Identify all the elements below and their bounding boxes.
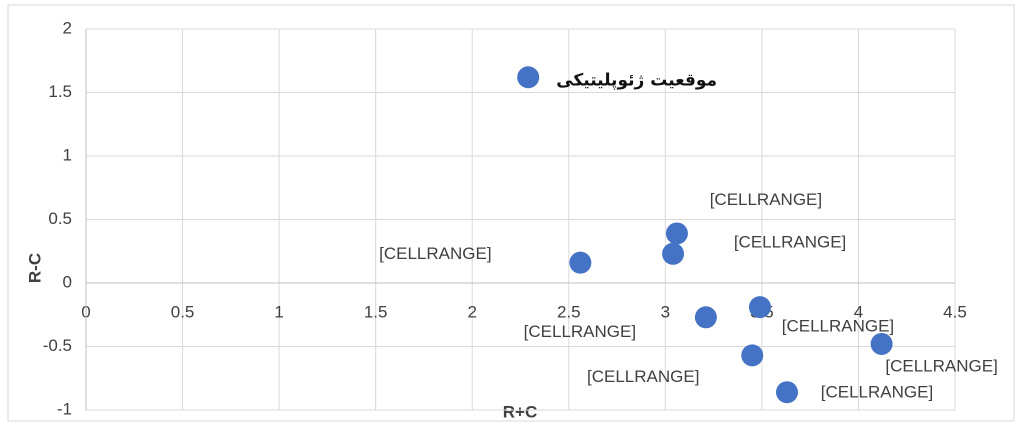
data-label: [CELLRANGE]	[710, 190, 822, 209]
data-point	[741, 344, 764, 367]
data-label: [CELLRANGE]	[379, 244, 491, 263]
data-label: [CELLRANGE]	[734, 232, 846, 251]
x-axis-title: R+C	[503, 402, 537, 421]
y-tick-label: 1.5	[48, 82, 72, 101]
y-tick-label: -1	[57, 399, 72, 418]
y-tick-label: 1	[63, 145, 72, 164]
data-label: [CELLRANGE]	[885, 356, 997, 375]
x-tick-label: 2.5	[557, 302, 581, 321]
data-point	[569, 251, 592, 274]
y-axis-title: R-C	[25, 253, 44, 283]
data-point	[870, 332, 893, 355]
data-label: [CELLRANGE]	[587, 367, 699, 386]
x-tick-label: 2	[467, 302, 476, 321]
x-tick-label: 1	[274, 302, 283, 321]
y-tick-label: 0.5	[48, 209, 72, 228]
x-tick-label: 4	[854, 302, 863, 321]
data-point	[665, 222, 688, 245]
data-label: [CELLRANGE]	[782, 317, 894, 336]
y-tick-label: -0.5	[43, 336, 72, 355]
data-point	[775, 381, 798, 404]
data-point	[517, 66, 540, 89]
y-tick-label: 2	[63, 18, 72, 37]
data-point	[694, 306, 717, 329]
data-label: موقعیت ژئوپلیتیکی	[556, 70, 717, 90]
x-tick-label: 0.5	[171, 302, 195, 321]
data-point	[662, 242, 685, 265]
x-tick-label: 1.5	[364, 302, 388, 321]
data-label: [CELLRANGE]	[821, 383, 933, 402]
data-label: [CELLRANGE]	[524, 322, 636, 341]
x-tick-label: 4.5	[943, 302, 967, 321]
x-tick-label: 3	[661, 302, 670, 321]
y-tick-label: 0	[63, 272, 72, 291]
chart-frame	[7, 4, 1015, 422]
data-point	[748, 296, 771, 319]
